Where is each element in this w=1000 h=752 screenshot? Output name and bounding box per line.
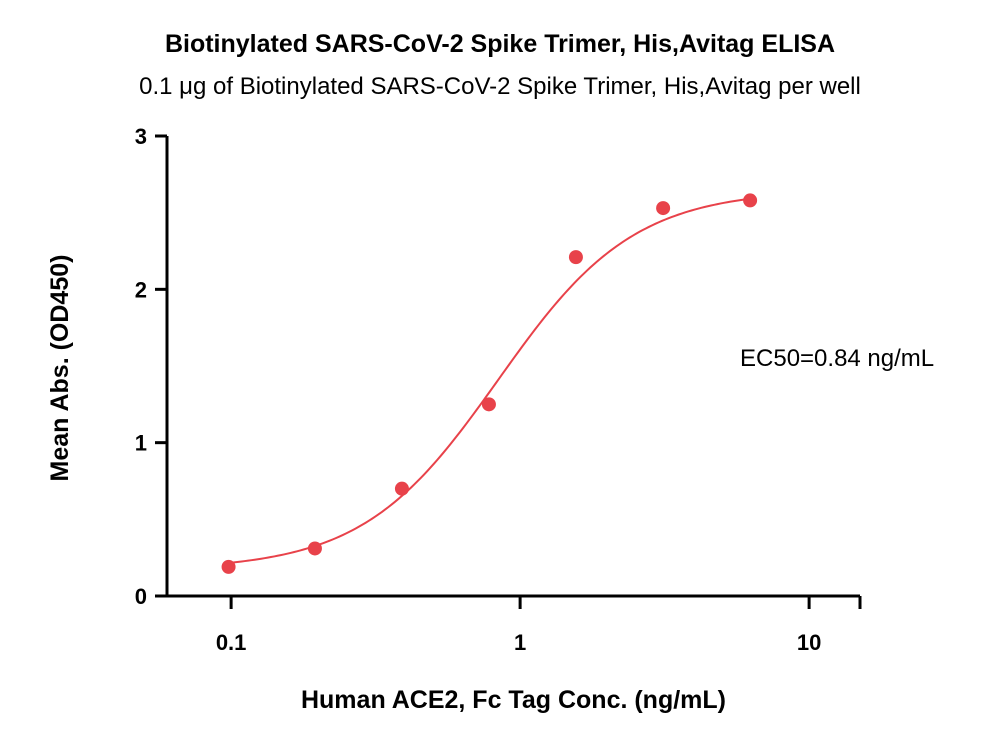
ec50-annotation: EC50=0.84 ng/mL [740, 345, 934, 372]
ticks: 0 1 2 3 0.1 1 10 [135, 124, 862, 655]
y-axis-title: Mean Abs. (OD450) [46, 255, 74, 482]
x-tick-label: 0.1 [216, 630, 247, 655]
x-tick-label: 10 [797, 630, 821, 655]
y-tick-label: 2 [135, 277, 147, 302]
data-point [394, 481, 409, 496]
y-tick-label: 1 [135, 431, 147, 456]
data-point [221, 559, 236, 574]
y-tick-label: 3 [135, 124, 147, 149]
chart-title: Biotinylated SARS-CoV-2 Spike Trimer, Hi… [164, 30, 836, 58]
chart-subtitle: 0.1 μg of Biotinylated SARS-CoV-2 Spike … [139, 73, 861, 100]
x-tick-label: 1 [514, 630, 526, 655]
fit-curve [228, 197, 751, 564]
data-point [656, 201, 671, 216]
data-point [307, 541, 322, 556]
data-point [481, 397, 496, 412]
data-point [568, 250, 583, 265]
data-point [743, 193, 758, 208]
axes [165, 136, 860, 598]
y-tick-label: 0 [135, 584, 147, 609]
x-axis-title: Human ACE2, Fc Tag Conc. (ng/mL) [301, 686, 726, 714]
data-points [221, 193, 758, 574]
